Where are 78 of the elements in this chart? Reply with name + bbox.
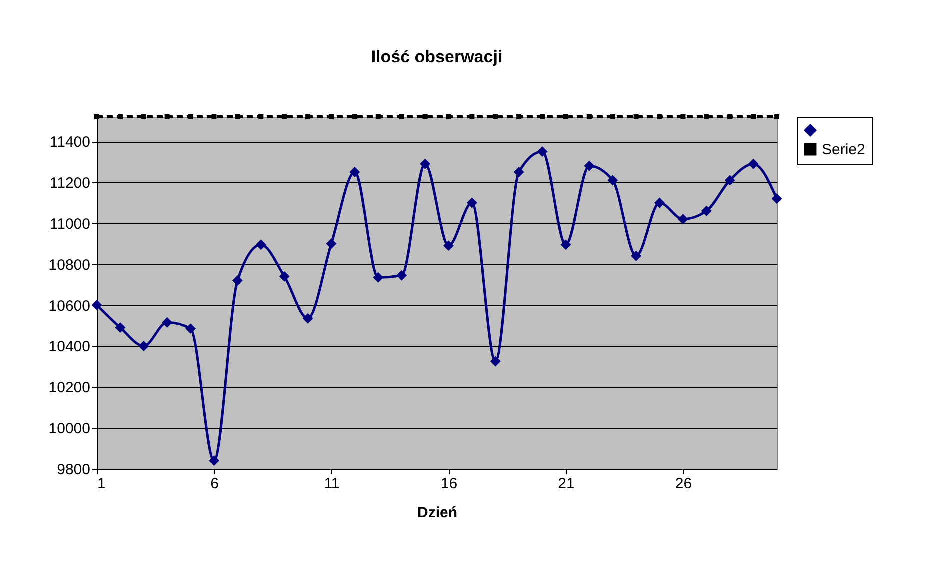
- point: [141, 114, 146, 120]
- y-tick-label: 11000: [50, 216, 90, 233]
- point: [490, 356, 501, 367]
- point: [446, 114, 452, 120]
- point: [376, 114, 381, 120]
- point: [118, 114, 123, 120]
- point: [701, 206, 712, 216]
- point: [678, 214, 688, 225]
- point: [748, 158, 759, 170]
- point: [350, 167, 360, 178]
- chart-title: Ilość obserwacji: [371, 48, 503, 66]
- point: [634, 114, 639, 120]
- point: [560, 240, 572, 250]
- point: [680, 114, 686, 120]
- point: [138, 340, 150, 352]
- point: [728, 114, 733, 120]
- point: [162, 317, 173, 328]
- point: [326, 238, 337, 250]
- point: [279, 271, 290, 282]
- point: [282, 114, 288, 120]
- point: [258, 114, 264, 120]
- y-tick-label: 10400: [48, 338, 90, 356]
- point: [631, 250, 642, 262]
- point: [654, 198, 666, 208]
- x-tick-label: 16: [440, 476, 458, 492]
- y-tick-label: 11400: [50, 134, 90, 152]
- y-tick-label: 10600: [48, 298, 90, 315]
- point: [235, 114, 240, 120]
- point: [232, 275, 243, 286]
- y-tick-label: 11200: [50, 174, 90, 192]
- point: [420, 158, 431, 170]
- point: [610, 114, 616, 120]
- point: [540, 114, 546, 120]
- point: [328, 114, 334, 120]
- point: [493, 114, 498, 120]
- point: [212, 114, 217, 120]
- point: [704, 114, 710, 120]
- point: [399, 114, 404, 120]
- x-tick-label: 21: [558, 476, 575, 492]
- point: [751, 114, 756, 120]
- point: [608, 175, 618, 186]
- point: [396, 270, 408, 281]
- point: [774, 114, 780, 120]
- y-tick-label: 10200: [48, 380, 90, 397]
- point: [373, 272, 384, 283]
- x-tick-label: 1: [98, 476, 106, 492]
- legend-label: Serie2: [822, 142, 866, 158]
- point: [115, 322, 126, 334]
- point: [164, 114, 170, 120]
- y-tick-label: 9800: [57, 462, 90, 478]
- point: [256, 240, 266, 250]
- point: [466, 198, 478, 208]
- point: [208, 456, 220, 466]
- point: [302, 313, 314, 324]
- point: [470, 114, 475, 120]
- point: [188, 114, 194, 120]
- y-tick-label: 10000: [48, 420, 90, 438]
- x-tick-label: 11: [324, 476, 340, 492]
- point: [772, 194, 782, 204]
- x-axis-title: Dzień: [417, 504, 458, 522]
- point: [186, 324, 196, 334]
- point: [516, 114, 522, 120]
- point: [586, 114, 592, 120]
- x-tick-label: 26: [675, 476, 692, 492]
- x-tick-label: 6: [210, 476, 219, 492]
- point: [724, 175, 736, 186]
- point: [657, 114, 662, 120]
- point: [92, 300, 102, 311]
- y-tick-label: 10800: [48, 256, 90, 274]
- point: [422, 114, 428, 120]
- point: [94, 114, 100, 120]
- point: [514, 167, 524, 178]
- point: [584, 160, 595, 172]
- point: [306, 114, 311, 120]
- point: [563, 114, 568, 120]
- point: [537, 146, 548, 158]
- point: [352, 114, 358, 120]
- point: [443, 240, 454, 252]
